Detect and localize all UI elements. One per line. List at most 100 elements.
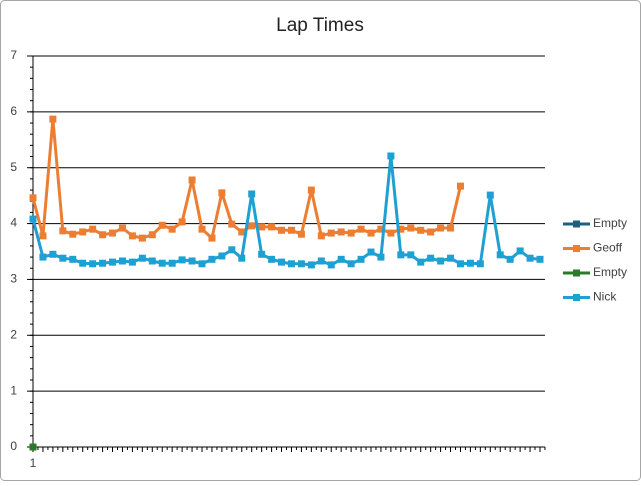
data-point [347, 260, 355, 268]
data-point [387, 152, 395, 160]
data-point [148, 257, 156, 265]
data-point [89, 260, 97, 268]
data-point [476, 260, 484, 268]
data-point [59, 254, 67, 262]
data-point [128, 258, 136, 266]
data-point [188, 257, 196, 265]
data-point [337, 255, 345, 263]
legend-label: Geoff [593, 241, 623, 255]
data-point [437, 257, 445, 265]
legend-marker [573, 269, 580, 277]
data-point [377, 253, 385, 261]
data-point [49, 115, 57, 123]
data-point [128, 232, 136, 240]
data-point [228, 220, 236, 228]
data-point [357, 255, 365, 263]
data-point [516, 247, 524, 255]
data-point [407, 224, 415, 232]
data-point [238, 228, 246, 236]
data-point [307, 261, 315, 269]
data-point [49, 250, 57, 258]
data-point [79, 228, 87, 236]
y-tick-label: 6 [10, 104, 17, 118]
data-point [456, 182, 464, 190]
data-point [297, 230, 305, 238]
data-point [437, 224, 445, 232]
legend-label: Nick [593, 290, 617, 304]
data-point [228, 246, 236, 254]
data-point [536, 255, 544, 263]
legend-marker [573, 294, 580, 301]
data-point [317, 257, 325, 265]
series-line [31, 154, 541, 267]
data-point [69, 230, 77, 238]
y-tick-label: 1 [10, 383, 17, 397]
data-point [148, 231, 156, 239]
data-point [198, 225, 206, 233]
data-point [407, 251, 415, 259]
data-point [347, 229, 355, 237]
y-tick-label: 2 [10, 327, 17, 341]
data-point [99, 231, 107, 239]
data-point [427, 254, 435, 262]
data-point [138, 254, 146, 262]
chart-title: Lap Times [276, 15, 364, 36]
data-point [188, 176, 196, 184]
data-point [486, 191, 494, 199]
data-point [317, 232, 325, 240]
data-point [29, 215, 37, 223]
data-point [387, 229, 395, 237]
y-tick-label: 4 [10, 216, 17, 230]
data-point [39, 253, 47, 261]
data-point [307, 186, 315, 194]
data-point [248, 222, 256, 230]
data-point [268, 255, 276, 263]
data-point [89, 225, 97, 233]
data-point [397, 225, 405, 233]
data-point [208, 234, 216, 242]
data-point [138, 234, 146, 242]
data-point [337, 228, 345, 236]
data-point [268, 223, 276, 231]
data-point [526, 254, 534, 262]
data-point [118, 257, 126, 265]
data-point [397, 251, 405, 259]
data-point [287, 226, 295, 234]
data-point [59, 227, 67, 235]
data-point [109, 229, 117, 237]
data-point [297, 260, 305, 268]
data-point [158, 221, 166, 229]
data-point [238, 254, 246, 262]
data-point [29, 194, 37, 202]
y-tick-label: 7 [10, 48, 17, 62]
data-point [258, 223, 266, 231]
legend-label: Empty [593, 265, 627, 279]
data-point [218, 189, 226, 197]
legend-marker [573, 220, 580, 228]
data-point [168, 259, 176, 267]
data-point [109, 258, 117, 266]
data-point [417, 258, 425, 266]
data-point [357, 225, 365, 233]
data-point [168, 225, 176, 233]
data-point [417, 226, 425, 234]
y-tick-label: 0 [10, 439, 17, 453]
data-point [79, 259, 87, 267]
data-point [456, 260, 464, 268]
data-point [178, 218, 186, 226]
y-tick-label: 3 [10, 272, 17, 286]
legend-label: Empty [593, 216, 627, 230]
data-point [506, 255, 514, 263]
data-point [258, 250, 266, 258]
data-point [367, 248, 375, 256]
data-point [327, 261, 335, 269]
data-point [447, 224, 455, 232]
data-point [327, 229, 335, 237]
data-point [118, 224, 126, 232]
y-tick-label: 5 [10, 160, 17, 174]
data-point [99, 259, 107, 267]
data-point [29, 443, 37, 451]
x-tick-label: 1 [30, 456, 37, 470]
